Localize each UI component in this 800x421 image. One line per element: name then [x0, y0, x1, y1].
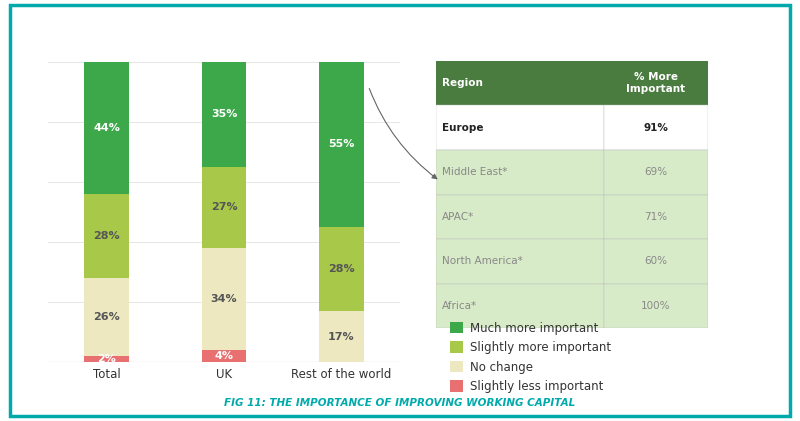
- Bar: [202, 248, 246, 350]
- Text: 26%: 26%: [94, 312, 120, 322]
- Text: Europe: Europe: [442, 123, 484, 133]
- Bar: [604, 284, 708, 328]
- Legend: Much more important, Slightly more important, No change, Slightly less important: Much more important, Slightly more impor…: [450, 322, 611, 393]
- Text: North America*: North America*: [442, 256, 523, 266]
- Text: Region: Region: [442, 78, 483, 88]
- Text: Africa*: Africa*: [442, 301, 478, 311]
- Bar: [84, 278, 129, 356]
- Text: 34%: 34%: [210, 294, 238, 304]
- Bar: [84, 62, 129, 194]
- Text: 4%: 4%: [214, 351, 234, 361]
- Bar: [604, 195, 708, 239]
- Bar: [436, 239, 604, 284]
- Bar: [319, 227, 364, 311]
- Bar: [319, 311, 364, 362]
- Text: 35%: 35%: [211, 109, 237, 120]
- Bar: [436, 195, 604, 239]
- Text: 28%: 28%: [328, 264, 354, 274]
- Text: 69%: 69%: [645, 167, 667, 177]
- Text: FIG 11: THE IMPORTANCE OF IMPROVING WORKING CAPITAL: FIG 11: THE IMPORTANCE OF IMPROVING WORK…: [224, 398, 576, 408]
- Bar: [84, 356, 129, 362]
- Text: APAC*: APAC*: [442, 212, 474, 222]
- Bar: [202, 62, 246, 167]
- Bar: [604, 105, 708, 150]
- Text: % More
Important: % More Important: [626, 72, 686, 94]
- Bar: [436, 61, 604, 105]
- Text: 44%: 44%: [94, 123, 120, 133]
- Bar: [84, 194, 129, 278]
- Bar: [436, 150, 604, 195]
- Text: 100%: 100%: [642, 301, 670, 311]
- Bar: [436, 105, 604, 150]
- Text: Middle East*: Middle East*: [442, 167, 508, 177]
- Bar: [604, 239, 708, 284]
- Text: 17%: 17%: [328, 332, 354, 341]
- Text: 91%: 91%: [643, 123, 669, 133]
- Text: 55%: 55%: [328, 139, 354, 149]
- Text: 2%: 2%: [98, 354, 116, 364]
- Bar: [319, 62, 364, 227]
- Text: 60%: 60%: [645, 256, 667, 266]
- Bar: [604, 61, 708, 105]
- Text: 27%: 27%: [210, 203, 238, 213]
- Bar: [202, 350, 246, 362]
- Bar: [604, 150, 708, 195]
- Text: 28%: 28%: [94, 231, 120, 241]
- Bar: [436, 284, 604, 328]
- Text: 71%: 71%: [645, 212, 667, 222]
- Bar: [202, 167, 246, 248]
